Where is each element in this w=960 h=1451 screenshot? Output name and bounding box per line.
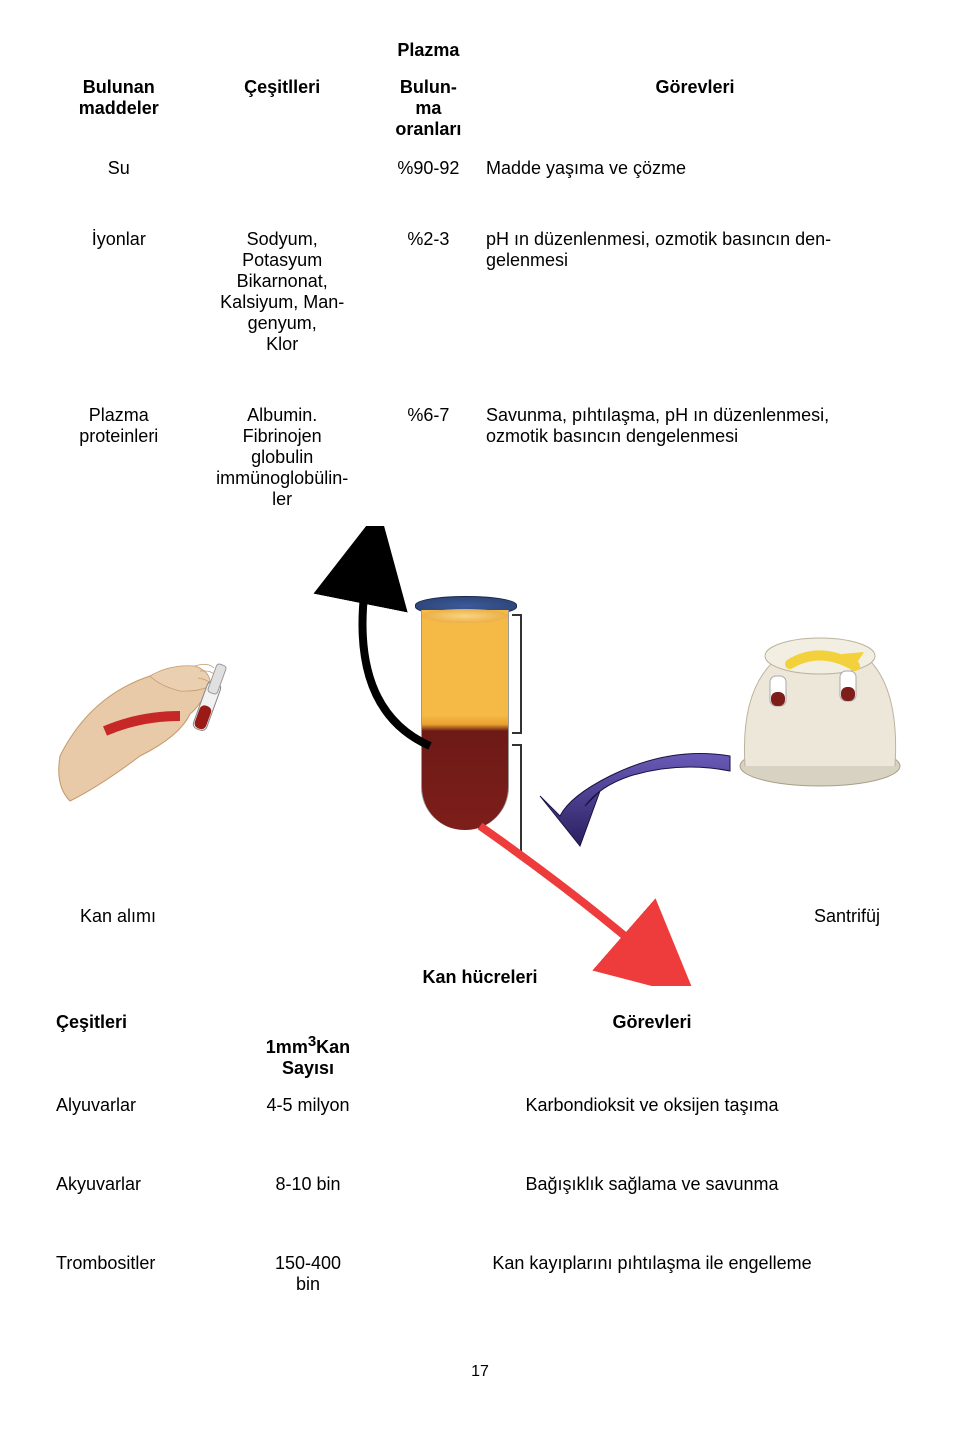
- row-iyonlar-c3: %2-3: [377, 223, 480, 361]
- black-arrow: [280, 526, 460, 766]
- red-arrow: [460, 816, 720, 986]
- row-su-c1: Su: [50, 152, 188, 185]
- cells-col-sayisi: 1mm3Kan Sayısı: [222, 1004, 394, 1087]
- row-alyuvar-c2: 4-5 milyon: [222, 1087, 394, 1124]
- col-cesitleri: Çeşitlleri: [188, 71, 377, 152]
- plasma-title: Plazma: [377, 40, 480, 71]
- row-trombosit-c2: 150-400 bin: [222, 1245, 394, 1303]
- cells-col-sayisi-pre: 1mm: [266, 1037, 308, 1057]
- row-su-c3: %90-92: [377, 152, 480, 185]
- row-trombosit-c3: Kan kayıplarını pıhtılaşma ile engelleme: [394, 1245, 910, 1303]
- col-gorevleri: Görevleri: [480, 71, 910, 152]
- page-number: 17: [50, 1363, 910, 1381]
- row-iyonlar-c4: pH ın düzenlenmesi, ozmotik basıncın den…: [480, 223, 910, 361]
- bracket-plasma: [512, 614, 522, 734]
- row-alyuvar-c3: Karbondioksit ve oksijen taşıma: [394, 1087, 910, 1124]
- row-proteinler-c2: Albumin. Fibrinojen globulin immünoglobü…: [188, 399, 377, 516]
- row-akyuvar-c2: 8-10 bin: [222, 1166, 394, 1203]
- arm-illustration: [50, 636, 260, 826]
- row-su-c2: [188, 152, 377, 185]
- row-su-c4: Madde yaşıma ve çözme: [480, 152, 910, 185]
- diagram: [50, 536, 910, 916]
- plasma-table: Plazma Bulunan maddeler Çeşitlleri Bulun…: [50, 40, 910, 516]
- row-akyuvar-c1: Akyuvarlar: [50, 1166, 222, 1203]
- col-bulunan: Bulunan maddeler: [50, 71, 188, 152]
- cells-section: Kan hücreleri Çeşitleri 1mm3Kan Sayısı G…: [50, 967, 910, 1303]
- row-proteinler-c4: Savunma, pıhtılaşma, pH ın düzenlenmesi,…: [480, 399, 910, 516]
- row-akyuvar-c3: Bağışıklık sağlama ve savunma: [394, 1166, 910, 1203]
- cells-table: Çeşitleri 1mm3Kan Sayısı Görevleri Alyuv…: [50, 1004, 910, 1303]
- row-proteinler-c3: %6-7: [377, 399, 480, 516]
- row-iyonlar-c2: Sodyum, Potasyum Bikarnonat, Kalsiyum, M…: [188, 223, 377, 361]
- row-trombosit-c1: Trombositler: [50, 1245, 222, 1303]
- col-bulunma: Bulun- ma oranları: [377, 71, 480, 152]
- cells-col-sayisi-sup: 3: [308, 1033, 316, 1050]
- row-alyuvar-c1: Alyuvarlar: [50, 1087, 222, 1124]
- row-proteinler-c1: Plazma proteinleri: [50, 399, 188, 516]
- row-iyonlar-c1: İyonlar: [50, 223, 188, 361]
- cells-col-cesitleri: Çeşitleri: [50, 1004, 222, 1087]
- cells-col-gorevleri: Görevleri: [394, 1004, 910, 1087]
